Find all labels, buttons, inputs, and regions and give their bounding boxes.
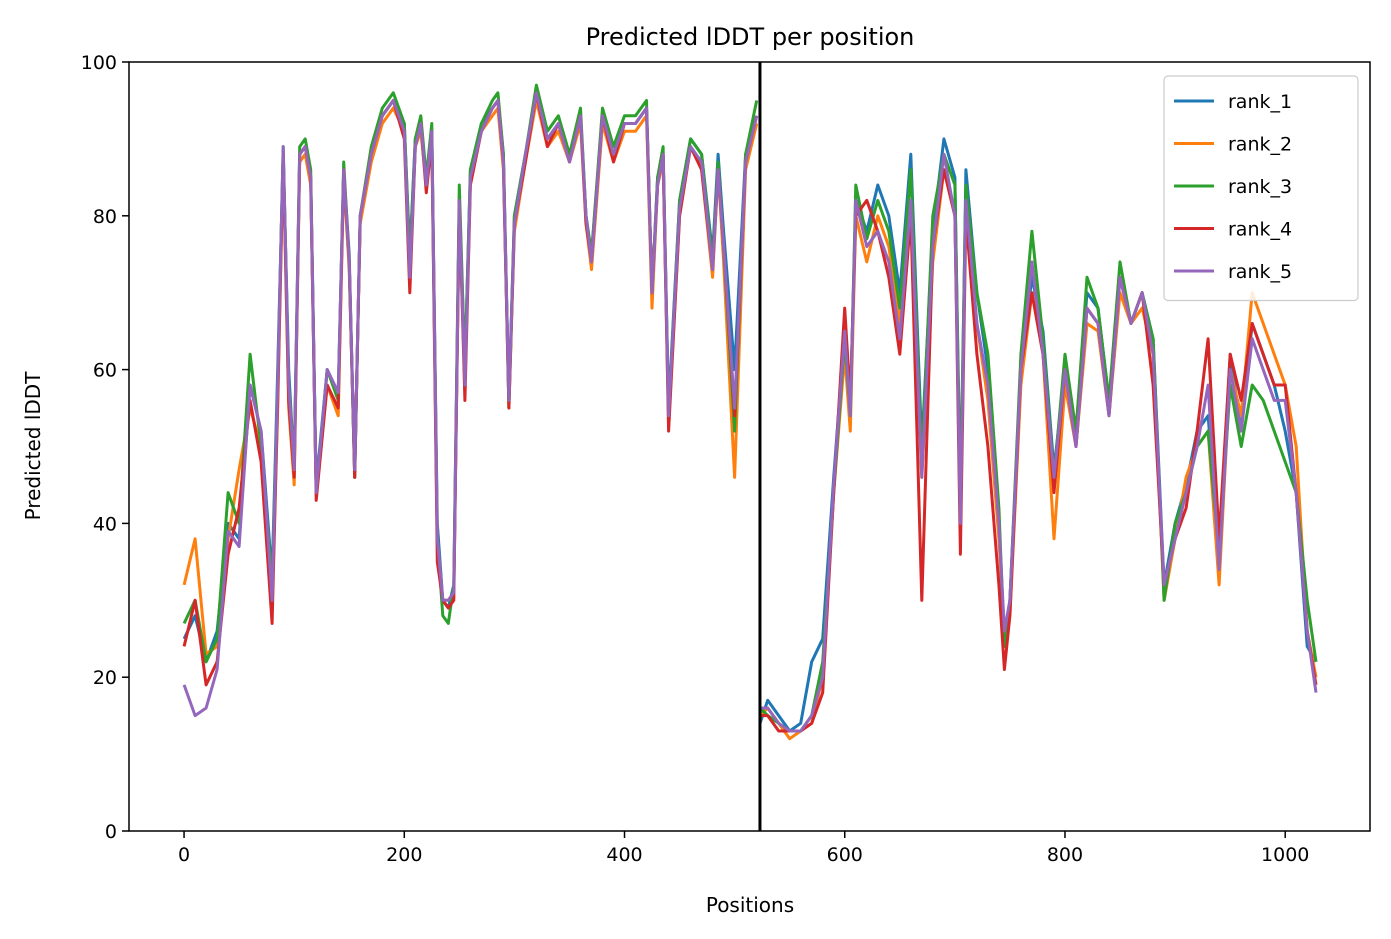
plot-lines bbox=[182, 83, 1318, 741]
y-tick-label: 60 bbox=[93, 360, 117, 382]
x-tick-label: 200 bbox=[386, 844, 422, 866]
legend-box bbox=[1163, 75, 1359, 302]
legend-label-rank_5: rank_5 bbox=[1228, 261, 1292, 283]
y-tick-label: 100 bbox=[81, 52, 117, 74]
legend-label-rank_3: rank_3 bbox=[1228, 176, 1292, 198]
y-tick-label: 20 bbox=[93, 667, 117, 689]
y-tick-label: 80 bbox=[93, 206, 117, 228]
legend-label-rank_2: rank_2 bbox=[1228, 134, 1292, 156]
y-tick-label: 0 bbox=[105, 821, 117, 843]
chart-title: Predicted lDDT per position bbox=[586, 23, 915, 51]
series-line-rank_5-part-1 bbox=[182, 91, 759, 718]
x-tick-label: 1000 bbox=[1261, 844, 1309, 866]
x-axis-label: Positions bbox=[706, 893, 794, 917]
legend: rank_1 rank_2 rank_3 rank_4 rank_5 bbox=[1163, 75, 1359, 302]
series-line-rank_5-part-2 bbox=[760, 152, 1318, 733]
y-axis-label: Predicted lDDT bbox=[21, 371, 45, 521]
y-tick-label: 40 bbox=[93, 513, 117, 535]
y-axis-ticks: 0 20 40 60 80 100 bbox=[81, 52, 129, 843]
x-tick-label: 800 bbox=[1047, 844, 1083, 866]
legend-label-rank_1: rank_1 bbox=[1228, 91, 1292, 113]
plot-area-frame bbox=[128, 61, 1371, 832]
legend-label-rank_4: rank_4 bbox=[1228, 219, 1292, 241]
x-tick-label: 400 bbox=[606, 844, 642, 866]
x-tick-label: 600 bbox=[827, 844, 863, 866]
x-tick-label: 0 bbox=[178, 844, 190, 866]
x-axis-ticks: 0 200 400 600 800 1000 bbox=[178, 831, 1309, 866]
